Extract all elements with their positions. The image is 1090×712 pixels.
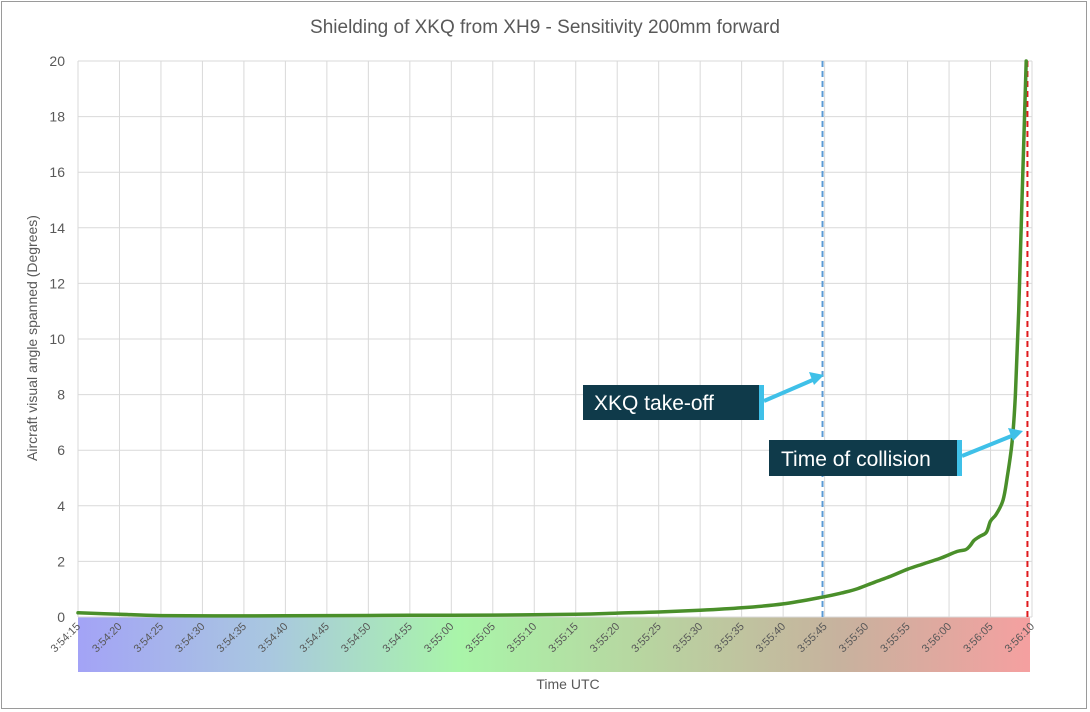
y-tick-label: 4 [57, 498, 65, 514]
collision-callout-arrowhead [1008, 428, 1023, 441]
y-tick-label: 10 [49, 331, 65, 347]
takeoff-callout-box [583, 385, 762, 420]
series-line [76, 59, 1028, 618]
x-tick-label: 3:54:15 [49, 621, 83, 655]
takeoff-callout-arrow [763, 377, 816, 403]
y-tick-label: 6 [57, 442, 65, 458]
y-tick-label: 2 [57, 553, 65, 569]
y-tick-label: 20 [49, 53, 65, 69]
event-lines [821, 61, 1029, 617]
gridlines [77, 60, 1033, 618]
collision-callout-box [769, 440, 959, 476]
takeoff-callout-accent [759, 385, 764, 420]
takeoff-callout-label: XKQ take-off [594, 392, 714, 415]
collision-callout: Time of collision [769, 428, 1023, 476]
takeoff-callout: XKQ take-off [583, 372, 824, 420]
time-color-band [78, 617, 1030, 672]
y-tick-label: 0 [57, 609, 65, 625]
x-axis-label: Time UTC [536, 676, 599, 692]
collision-callout-arrow [961, 433, 1015, 458]
y-tick-label: 16 [49, 164, 65, 180]
collision-callout-accent [957, 440, 962, 476]
y-tick-label: 14 [49, 220, 65, 236]
y-axis-label: Aircraft visual angle spanned (Degrees) [24, 215, 40, 461]
chart-title: Shielding of XKQ from XH9 - Sensitivity … [310, 17, 780, 38]
y-axis-ticks: 0 2 4 6 8 10 12 14 16 18 20 [49, 53, 65, 625]
collision-callout-label: Time of collision [781, 448, 931, 471]
y-tick-label: 18 [49, 109, 65, 125]
time-band-fill [78, 617, 1030, 672]
y-tick-label: 8 [57, 387, 65, 403]
series-layer [76, 59, 1028, 618]
takeoff-callout-arrowhead [809, 372, 824, 385]
y-tick-label: 12 [49, 275, 65, 291]
